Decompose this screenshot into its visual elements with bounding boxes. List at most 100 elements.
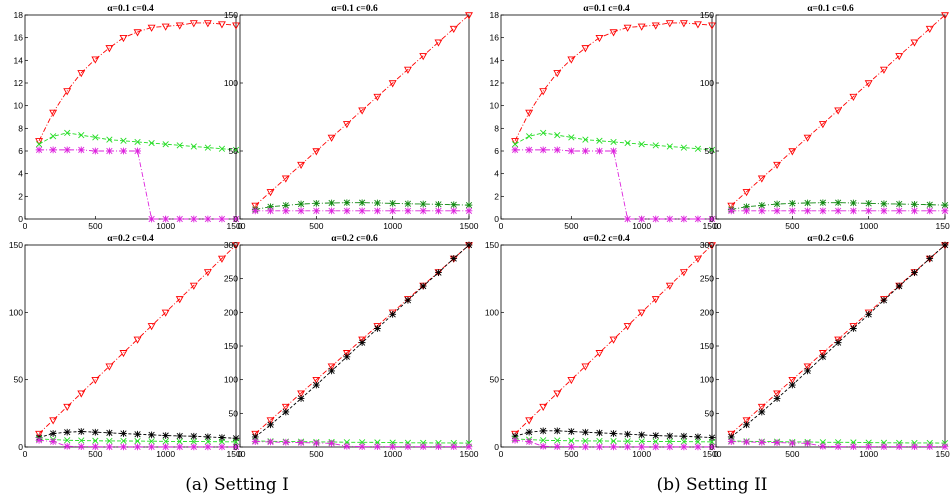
data-point-magenta (63, 146, 71, 154)
data-point-magenta (134, 147, 141, 155)
data-point-magenta (389, 443, 397, 451)
data-point-black (553, 427, 561, 435)
y-tick-label: 250 (224, 274, 238, 284)
data-point-red (189, 282, 198, 290)
y-tick-label: 0 (233, 214, 238, 224)
data-point-green_dark (788, 200, 796, 207)
data-point-green (204, 438, 211, 445)
data-point-red (910, 39, 919, 47)
series-line-red (514, 22, 713, 142)
data-point-magenta (343, 442, 351, 450)
data-point-red (77, 390, 86, 398)
data-point-magenta (106, 443, 113, 451)
data-point-black (758, 408, 766, 416)
data-point-green (835, 439, 842, 446)
data-point-red (297, 390, 306, 398)
data-point-green (78, 132, 85, 139)
data-point-red (742, 417, 751, 425)
data-point-magenta (708, 215, 716, 223)
data-point-red (708, 22, 716, 30)
data-point-magenta (312, 207, 320, 215)
series-line-red (38, 22, 237, 142)
data-point-red (757, 403, 766, 412)
data-point-magenta (374, 443, 381, 451)
data-point-red (637, 23, 646, 31)
data-point-magenta (91, 147, 99, 155)
data-point-magenta (374, 207, 381, 215)
data-point-magenta (895, 443, 903, 451)
data-point-red (834, 336, 843, 344)
data-point-green_dark (819, 199, 827, 207)
y-tick-label: 2 (18, 191, 23, 201)
x-tick-label: 500 (88, 449, 102, 459)
series-line-red (254, 244, 470, 434)
data-point-black (297, 395, 305, 402)
data-point-red (609, 336, 618, 344)
data-point-magenta (638, 443, 646, 451)
data-point-black (450, 255, 458, 262)
data-point-magenta (941, 443, 949, 451)
data-point-black (162, 432, 170, 439)
data-point-green (78, 437, 85, 444)
data-point-red (281, 175, 290, 183)
data-point-black (358, 339, 366, 346)
series-line-magenta (515, 439, 712, 448)
data-point-black (638, 431, 646, 439)
data-point-green (680, 438, 687, 445)
data-point-green_dark (758, 202, 766, 209)
data-point-black (895, 282, 903, 290)
y-tick-label: 50 (705, 146, 715, 156)
y-tick-label: 0 (709, 442, 714, 452)
data-point-red (266, 417, 275, 425)
y-tick-label: 100 (224, 78, 238, 88)
data-point-magenta (941, 207, 949, 215)
data-point-red (757, 175, 766, 183)
data-point-magenta (694, 443, 702, 451)
data-point-magenta (465, 207, 473, 215)
x-tick-label: 1000 (859, 221, 878, 231)
data-point-green (64, 129, 71, 136)
data-point-green (652, 142, 659, 149)
y-tick-label: 200 (700, 307, 714, 317)
plot-frame (24, 14, 237, 220)
x-tick-label: 500 (309, 221, 323, 231)
x-tick-label: 1000 (632, 449, 651, 459)
data-point-green (554, 132, 561, 139)
y-tick-label: 50 (229, 408, 239, 418)
data-point-red (879, 296, 888, 304)
data-point-red (864, 80, 873, 88)
data-point-magenta (727, 438, 735, 445)
data-point-red (788, 376, 797, 385)
x-tick-label: 500 (785, 221, 799, 231)
data-point-red (403, 66, 412, 74)
data-point-magenta (567, 443, 575, 451)
data-point-magenta (358, 443, 366, 451)
series-line-red (254, 14, 470, 206)
data-point-green (92, 134, 99, 141)
data-point-red (679, 20, 688, 28)
data-point-red (35, 138, 44, 146)
data-point-black (389, 310, 397, 318)
data-point-magenta (511, 436, 519, 444)
data-point-red (623, 323, 632, 331)
data-point-magenta (804, 439, 811, 447)
data-point-magenta (708, 443, 716, 451)
data-point-black (148, 431, 155, 439)
data-point-magenta (582, 443, 589, 451)
data-point-magenta (190, 443, 198, 451)
data-point-green (624, 139, 631, 147)
data-point-red (266, 189, 275, 197)
data-point-green_dark (911, 200, 918, 208)
data-point-black (788, 381, 796, 389)
data-point-black (312, 381, 320, 389)
data-point-magenta (35, 146, 43, 154)
data-point-green (708, 438, 716, 446)
data-point-magenta (865, 207, 873, 215)
data-point-green_dark (926, 201, 934, 209)
y-tick-label: 150 (224, 10, 238, 20)
data-point-magenta (162, 215, 170, 223)
series-line-magenta (515, 149, 712, 220)
